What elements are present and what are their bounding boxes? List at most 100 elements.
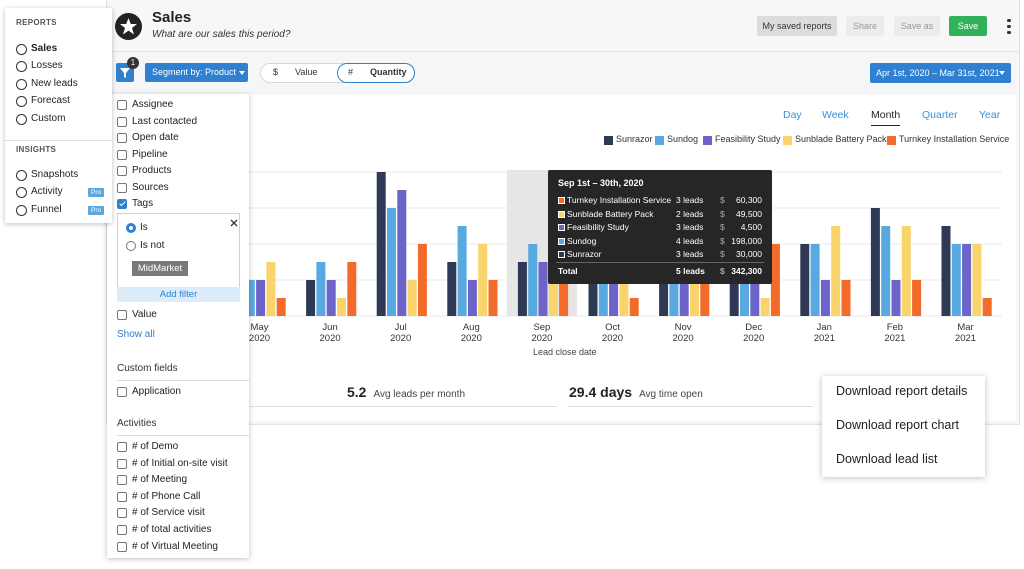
tooltip-swatch [558,210,565,218]
bar [951,244,961,316]
filter-field[interactable]: Assignee [132,99,174,110]
close-icon[interactable] [230,219,238,227]
header-button[interactable]: Share [846,16,884,36]
tooltip-name: Feasibility Study [567,222,629,232]
menu-item[interactable]: Download lead list [836,452,938,466]
header-button[interactable]: My saved reports [757,16,837,36]
menu-item[interactable]: Download report details [836,384,968,398]
header-button[interactable]: Save [949,16,987,36]
filter-field[interactable]: # of Service visit [132,507,205,519]
stat-underline [250,406,557,407]
show-all[interactable]: Show all [117,329,155,340]
filter-field[interactable]: Tags [132,198,154,209]
checkbox[interactable] [117,310,127,320]
nav-icon [16,61,27,73]
checkbox[interactable] [117,475,127,486]
tooltip-swatch [558,251,565,258]
x-tick-label: Aug 2020 [460,322,482,344]
tooltip-divider [556,262,764,263]
kebab-dot[interactable] [1007,24,1011,28]
radio-label[interactable]: Is [140,222,148,233]
bar [397,190,407,316]
bar [256,280,266,316]
x-tick-label: Jul 2020 [390,322,412,344]
period-tab[interactable]: Quarter [922,109,958,121]
bar [478,244,488,316]
bar [467,280,477,316]
filter-field[interactable]: Products [132,165,172,176]
filter-field[interactable]: Value [132,309,157,320]
checkbox[interactable] [117,149,127,160]
date-range[interactable]: Apr 1st, 2020 – Mar 31st, 2021 [870,63,1011,83]
filter-field[interactable]: Last contacted [132,115,198,127]
bar [306,280,316,316]
checkbox[interactable] [117,166,127,176]
filter-field[interactable]: Sources [132,181,169,193]
checkbox[interactable] [117,133,127,143]
checkbox[interactable] [117,199,127,209]
checkbox[interactable] [117,491,127,502]
radio[interactable] [126,241,136,251]
period-tab[interactable]: Year [979,109,1001,121]
checkbox[interactable] [117,116,127,127]
nav-item[interactable]: Snapshots [31,169,79,180]
radio-label[interactable]: Is not [140,240,165,251]
toggle-option[interactable] [337,63,415,83]
period-tab[interactable]: Week [822,109,849,121]
filter-field[interactable]: # of Virtual Meeting [132,540,218,552]
filter-field[interactable]: # of total activities [132,524,212,535]
checkbox[interactable] [117,508,127,519]
nav-item[interactable]: Forecast [31,95,70,107]
checkbox[interactable] [117,442,127,452]
checkbox[interactable] [117,458,127,469]
bar [316,262,326,316]
section-divider [5,140,112,141]
nav-item[interactable]: Losses [31,60,63,72]
bar [820,280,830,316]
toggle-symbol: # [348,67,354,77]
kebab-dot[interactable] [1007,30,1011,34]
nav-item[interactable]: Funnel [31,203,62,215]
checkbox[interactable] [117,387,127,397]
period-tab[interactable]: Month [871,109,901,126]
checkbox[interactable] [117,541,127,552]
radio[interactable] [126,223,136,233]
segment-dropdown[interactable]: Segment by: Product [145,63,248,82]
bar [901,226,911,316]
nav-item[interactable]: Activity [31,186,63,198]
bar [912,280,922,316]
filter-field[interactable]: Pipeline [132,148,168,160]
stat-label: Avg time open [639,389,703,400]
checkbox[interactable] [117,100,127,110]
kebab-dot[interactable] [1007,18,1011,22]
x-tick-label: May 2020 [248,322,271,344]
tooltip-amount: 60,300 [736,195,762,205]
tooltip-count: 3 leads [676,195,704,205]
toggle-symbol: $ [273,67,279,77]
filter-field[interactable]: Application [132,386,181,397]
tooltip-name: Sunblade Battery Pack [567,208,654,219]
filter-field[interactable]: # of Meeting [132,474,188,486]
legend-swatch [655,136,664,145]
filter-field[interactable]: # of Phone Call [132,490,201,502]
group-title: Activities [117,418,157,429]
tag-chip: MidMarket [132,261,188,276]
tooltip-currency: $ [720,249,725,259]
header-button[interactable]: Save as [894,16,940,36]
filter-field[interactable]: # of Demo [132,441,179,452]
checkbox[interactable] [117,525,127,535]
nav-item[interactable]: New leads [31,77,78,89]
menu-item[interactable]: Download report chart [836,418,959,432]
period-tab[interactable]: Day [783,109,802,121]
tooltip: Sep 1st – 30th, 2020 Turnkey Installation… [548,170,772,284]
bar [376,172,386,316]
star-icon [115,13,142,40]
add-filter[interactable]: Add filter [117,287,240,302]
filter-field[interactable]: Open date [132,132,179,143]
checkbox[interactable] [117,182,127,193]
nav-item[interactable]: Sales [31,43,58,54]
tooltip-currency: $ [720,266,725,276]
bar [447,262,457,316]
filter-field[interactable]: # of Initial on-site visit [132,457,228,469]
nav-item[interactable]: Custom [31,112,66,124]
